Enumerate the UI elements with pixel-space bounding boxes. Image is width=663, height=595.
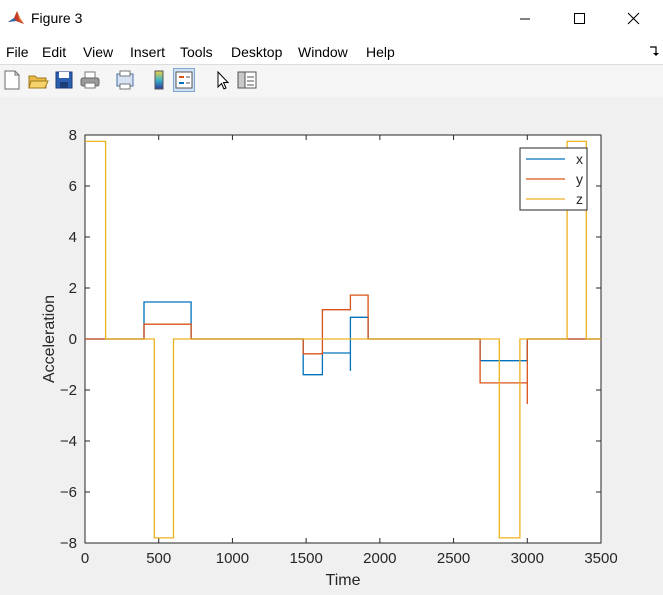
legend[interactable]: xyz <box>519 147 588 211</box>
y-tick-label: −6 <box>60 484 77 501</box>
save-button[interactable] <box>53 68 75 92</box>
y-tick-label: 8 <box>69 127 77 144</box>
minimize-button[interactable] <box>502 0 548 38</box>
colorbar-button[interactable] <box>148 68 170 92</box>
new-figure-icon <box>4 70 20 90</box>
y-tick-label: −2 <box>60 382 77 399</box>
y-tick-label: 2 <box>69 280 77 297</box>
x-tick-label: 0 <box>81 550 89 567</box>
maximize-button[interactable] <box>556 0 602 38</box>
chart[interactable]: 0 500 1000 1500 2000 2500 3000 3500 −8 −6 −4 −2 0 2 4 6… <box>0 97 663 595</box>
x-tick-label: 2500 <box>437 550 470 567</box>
y-tick-label: 0 <box>69 331 77 348</box>
new-figure-button[interactable] <box>1 68 23 92</box>
print-preview-button[interactable] <box>114 68 136 92</box>
minimize-icon <box>520 18 530 20</box>
y-tick-label: −8 <box>60 535 77 552</box>
legend-icon <box>175 71 193 89</box>
print-icon <box>80 71 100 89</box>
menu-desktop[interactable]: Desktop <box>231 44 283 60</box>
menu-window[interactable]: Window <box>298 44 348 60</box>
x-axis-label: Time <box>326 572 361 589</box>
open-file-button[interactable] <box>27 68 49 92</box>
legend-button[interactable] <box>173 68 195 92</box>
legend-label-z: z <box>576 191 583 207</box>
title-bar: Figure 3 <box>0 0 663 38</box>
menu-help[interactable]: Help <box>366 44 395 60</box>
property-editor-button[interactable] <box>236 68 258 92</box>
figure-canvas: 0 500 1000 1500 2000 2500 3000 3500 −8 −6 −4 −2 0 2 4 6… <box>0 97 663 595</box>
window-title: Figure 3 <box>31 10 83 26</box>
property-editor-icon <box>237 71 257 89</box>
dock-arrow-icon[interactable] <box>648 44 660 56</box>
menu-file[interactable]: File <box>6 44 29 60</box>
menu-view[interactable]: View <box>83 44 114 60</box>
y-tick-label: 4 <box>69 229 77 246</box>
x-tick-label: 500 <box>146 550 171 567</box>
x-tick-label: 1500 <box>289 550 322 567</box>
print-button[interactable] <box>79 68 101 92</box>
x-tick-label: 2000 <box>363 550 396 567</box>
close-icon <box>627 12 640 25</box>
matlab-logo-icon <box>7 9 25 27</box>
y-tick-label: −4 <box>60 433 77 450</box>
print-preview-icon <box>116 70 134 90</box>
x-tick-label: 3000 <box>511 550 544 567</box>
menu-tools[interactable]: Tools <box>180 44 213 60</box>
x-tick-label: 3500 <box>584 550 617 567</box>
close-button[interactable] <box>610 0 656 38</box>
menu-bar <box>0 38 663 64</box>
pointer-button[interactable] <box>211 68 233 92</box>
save-icon <box>55 71 73 89</box>
y-axis-label: Acceleration <box>41 295 58 383</box>
menu-insert[interactable]: Insert <box>130 44 166 60</box>
pointer-icon <box>217 70 230 90</box>
x-tick-label: 1000 <box>216 550 249 567</box>
series-lines <box>85 140 601 539</box>
series-line-y <box>85 294 601 404</box>
colorbar-icon <box>154 70 164 90</box>
y-tick-label: 6 <box>69 178 77 195</box>
maximize-icon <box>574 13 585 24</box>
series-line-z <box>85 140 601 539</box>
menu-edit[interactable]: Edit <box>42 44 67 60</box>
legend-label-x: x <box>576 151 583 167</box>
legend-label-y: y <box>576 171 583 187</box>
open-file-icon <box>28 75 49 89</box>
axis-ticks: 0 500 1000 1500 2000 2500 3000 3500 −8 −6 −4 −2 0 2 4 6… <box>60 127 618 567</box>
